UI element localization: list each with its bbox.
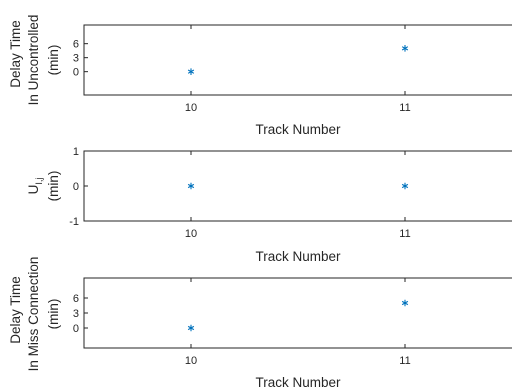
subplot-2-data-point — [187, 182, 195, 190]
subplot-2-axes — [83, 150, 512, 222]
subplot-1-ylabel-line-3: (min) — [46, 45, 61, 76]
subplot-2-ylabel-unit: (min) — [46, 171, 61, 202]
subplot-1-axes — [83, 24, 512, 96]
subplot-1-ylabel-line-2: In Uncontrolled — [26, 15, 41, 106]
subplot-1-xtick-label: 11 — [399, 102, 410, 114]
subplot-3-axes — [83, 277, 512, 349]
subplot-1-ylabel-line-1: Delay Time — [8, 20, 23, 88]
subplot-2-ylabel: UI,j (min) — [26, 171, 61, 202]
subplot-3-xtick-label: 11 — [399, 355, 410, 367]
subplot-2: UI,j (min) Track Number -1 0 1 10 11 — [26, 146, 512, 264]
subplot-1: Delay Time In Uncontrolled (min) Track N… — [8, 15, 512, 137]
subplot-3-ylabel-line-1: Delay Time — [8, 276, 23, 344]
subplot-2-ytick-label: -1 — [69, 216, 79, 228]
subplot-2-ylabel-symbol: U — [26, 185, 41, 195]
subplot-2-xtick-label: 10 — [185, 228, 197, 240]
subplot-1-ytick-label: 3 — [73, 53, 79, 65]
subplot-3-ylabel-line-2: In Miss Connection — [26, 257, 41, 372]
subplot-3-data-point — [401, 299, 409, 307]
subplot-1-ytick-label: 0 — [73, 67, 79, 79]
subplot-2-data-point — [401, 182, 409, 190]
subplot-1-data-point — [401, 45, 409, 52]
subplot-2-xlabel: Track Number — [255, 249, 341, 264]
subplot-1-ytick-label: 6 — [73, 39, 79, 51]
subplot-3-xtick-label: 10 — [185, 355, 197, 367]
subplot-2-xtick-label: 11 — [399, 228, 410, 240]
subplot-3-xlabel: Track Number — [255, 375, 341, 389]
subplot-2-ylabel-subscript: I,j — [34, 178, 44, 185]
subplot-3-ytick-label: 0 — [73, 323, 79, 335]
subplot-3-ylabel-line-3: (min) — [46, 299, 61, 330]
subplot-3-ylabel: Delay Time In Miss Connection (min) — [8, 257, 61, 372]
subplot-1-data-point — [187, 68, 195, 75]
subplot-1-ylabel: Delay Time In Uncontrolled (min) — [8, 15, 61, 106]
subplot-2-ylabel-main: UI,j — [26, 178, 44, 195]
subplot-3-data-point — [187, 324, 195, 332]
subplot-1-xtick-label: 10 — [185, 102, 197, 114]
subplot-3-ytick-label: 6 — [73, 293, 79, 305]
subplot-2-ytick-label: 1 — [73, 146, 79, 158]
subplot-1-xlabel: Track Number — [255, 122, 341, 137]
subplot-3-ytick-label: 3 — [73, 308, 79, 320]
subplot-3: Delay Time In Miss Connection (min) Trac… — [8, 257, 512, 389]
subplot-2-ytick-label: 0 — [73, 181, 79, 193]
